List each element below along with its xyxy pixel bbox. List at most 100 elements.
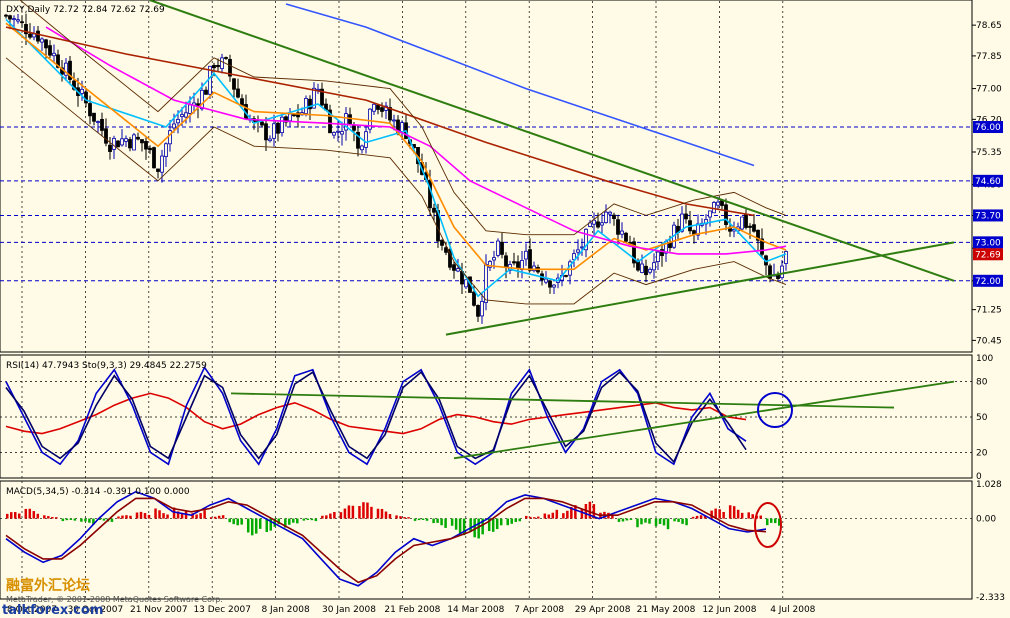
level-label: 72.00 (975, 277, 1001, 287)
macd-bar (143, 513, 147, 519)
candle-body (352, 125, 356, 131)
macd-tick-label: 1.028 (976, 480, 1002, 490)
macd-bar (325, 515, 328, 519)
envelope-line (19, 0, 787, 236)
macd-bar (24, 508, 28, 519)
macd-bar (584, 504, 588, 519)
candle-body (368, 108, 372, 130)
price-tick-label: 70.45 (976, 336, 1002, 346)
candle-body (308, 98, 312, 110)
macd-bar (347, 505, 351, 519)
macd-bar (292, 518, 295, 523)
candle-body (156, 168, 160, 172)
macd-bar (666, 518, 670, 530)
macd-bar (65, 518, 69, 521)
candle-body (528, 249, 532, 271)
level-label-box (973, 236, 1003, 249)
macd-bar (273, 518, 277, 527)
macd-bar (139, 511, 143, 519)
macd-bar (117, 516, 120, 519)
candle-body (440, 239, 444, 246)
macd-bar (736, 509, 740, 519)
candle-body (648, 268, 652, 273)
macd-bar (80, 518, 83, 522)
candle-body (112, 137, 116, 150)
macd-bar (588, 501, 592, 519)
candle-body (304, 98, 308, 114)
candle-body (484, 264, 488, 303)
macd-bar (629, 518, 633, 520)
macd-bar (370, 506, 373, 519)
macd-bar (129, 515, 132, 519)
rsi-tick-label: 0 (976, 472, 982, 482)
candle-body (104, 128, 108, 144)
macd-bar (703, 515, 707, 519)
macd-bar (147, 514, 151, 519)
candle-body (660, 249, 664, 257)
macd-bar (69, 518, 73, 520)
rsi-tick-label: 50 (976, 413, 988, 423)
macd-bar (403, 517, 406, 519)
macd-bar (514, 518, 517, 522)
axis-layer: 8 Oct 2007 30 Oct 2007 21 Nov 2007 13 Dec 2… (7, 21, 1005, 615)
macd-bar (658, 518, 662, 524)
macd-bar (269, 518, 273, 531)
macd-bar (529, 516, 532, 519)
macd-title: MACD(5,34,5) -0.314 -0.391 0.100 0.000 (6, 487, 190, 497)
macd-bar (388, 514, 392, 519)
candle-body (580, 246, 584, 249)
candle-body (372, 103, 376, 112)
candle-body (504, 255, 508, 268)
candle-body (48, 45, 52, 56)
candle-body (432, 207, 436, 213)
rsi-layer (0, 365, 972, 466)
envelope-line (5, 57, 787, 305)
macd-bar (574, 505, 577, 519)
candle-body (644, 265, 648, 276)
candle-body (592, 219, 596, 225)
macd-bar (135, 512, 139, 519)
candle-body (340, 131, 344, 135)
macd-bar (662, 518, 666, 526)
candle-body (148, 147, 152, 151)
candle-body (464, 279, 468, 288)
macd-bar (570, 506, 573, 519)
candle-body (552, 284, 556, 288)
macd-bar (673, 518, 676, 522)
level-label: 73.70 (975, 211, 1001, 221)
macd-layer (0, 490, 972, 587)
candle-body (600, 222, 604, 226)
candle-body (608, 211, 612, 215)
macd-bar (358, 506, 361, 519)
candle-body (216, 64, 220, 68)
macd-bar (246, 518, 250, 533)
macd-tick-label: -2.333 (976, 593, 1005, 603)
macd-bar (778, 518, 781, 526)
candle-body (640, 263, 644, 273)
x-axis-label: 21 Feb 2008 (384, 605, 440, 615)
rsi-trendline (453, 380, 955, 460)
level-label-box (973, 121, 1003, 134)
candle-body (512, 261, 516, 264)
macd-bar (217, 515, 221, 519)
macd-bar (277, 518, 281, 525)
macd-bar (121, 515, 124, 519)
macd-bar (766, 518, 769, 526)
candle-body (724, 204, 728, 226)
macd-bar (310, 518, 314, 521)
candle-body (612, 214, 616, 220)
candle-body (584, 228, 588, 251)
candle-body (532, 265, 536, 272)
macd-bar (487, 518, 491, 532)
candle-body (480, 300, 484, 317)
candle-body (336, 130, 340, 133)
candle-body (180, 114, 184, 117)
candle-body (748, 225, 752, 228)
candle-body (392, 119, 396, 122)
x-axis-label: 21 Nov 2007 (130, 605, 188, 615)
candle-body (656, 251, 660, 262)
macd-bar (84, 518, 87, 522)
candle-body (280, 116, 284, 134)
macd-bar (395, 515, 398, 519)
